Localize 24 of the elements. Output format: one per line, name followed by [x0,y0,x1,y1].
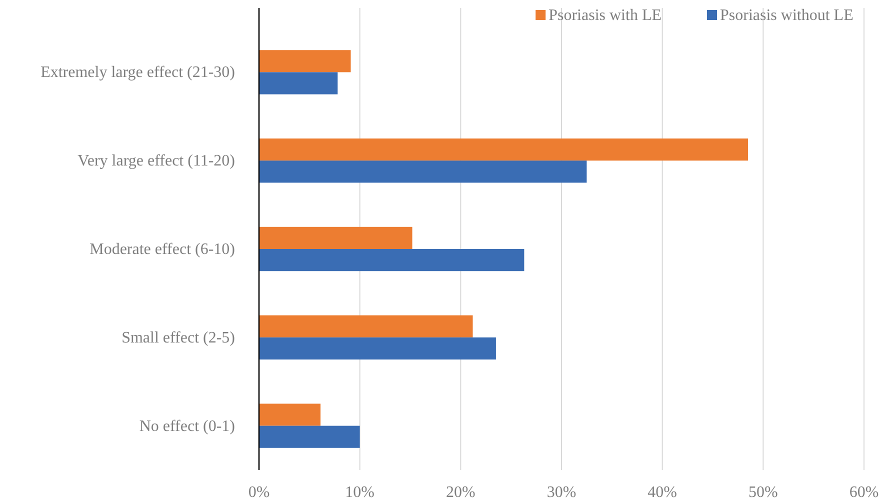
y-tick-label: No effect (0-1) [139,418,235,435]
bar [259,404,321,426]
bar [259,226,412,249]
bar [259,337,496,360]
x-tick-label: 10% [345,484,374,501]
x-tick-label: 40% [648,484,677,501]
x-tick-label: 20% [446,484,476,501]
y-tick-label: Extremely large effect (21-30) [40,64,235,82]
x-tick-label: 50% [748,484,778,501]
bar [259,72,338,94]
bar [259,249,524,272]
x-tick-label: 0% [248,484,270,501]
y-tick-label: Very large effect (11-20) [78,152,235,170]
bar [259,138,748,161]
x-tick-label: 60% [849,484,879,501]
y-tick-label: Small effect (2-5) [122,329,235,346]
bar [259,315,473,338]
bar [259,426,360,448]
legend-label: Psoriasis without LE [720,7,854,24]
x-tick-label: 30% [546,484,576,501]
legend-label: Psoriasis with LE [548,7,662,24]
y-tick-label: Moderate effect (6-10) [90,241,235,258]
bar [259,160,587,183]
bar [259,50,351,72]
